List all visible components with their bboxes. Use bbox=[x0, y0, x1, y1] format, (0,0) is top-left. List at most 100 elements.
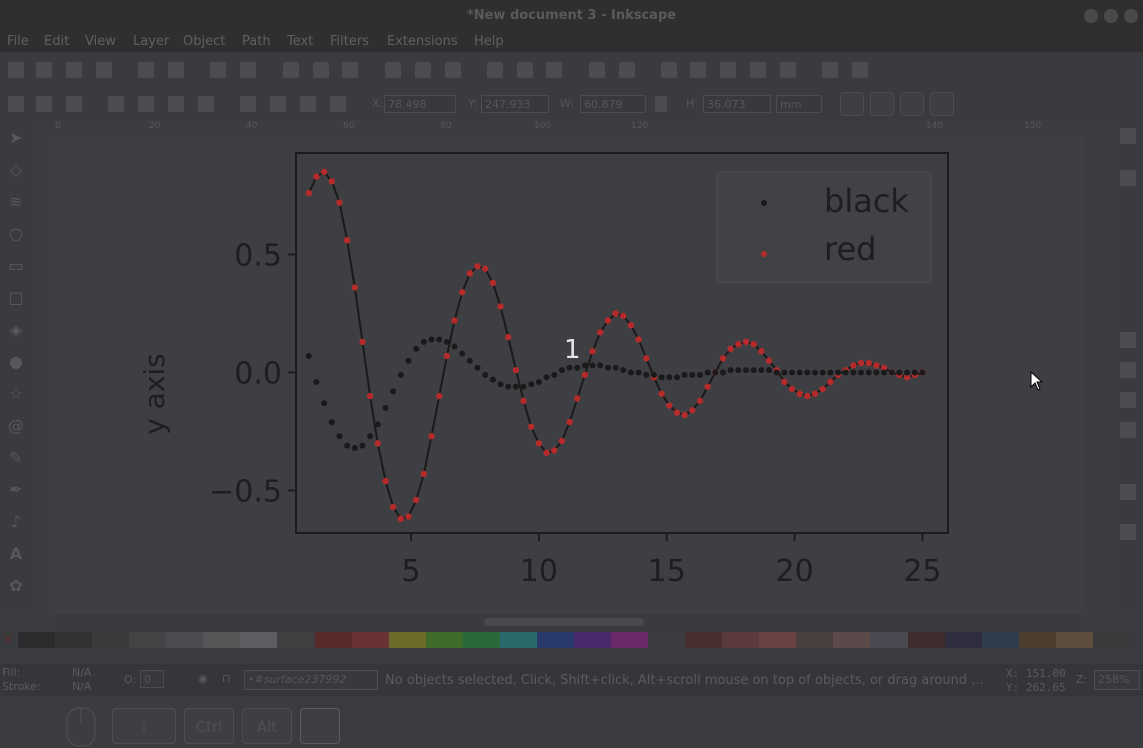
zoom-tool-icon[interactable]: ○ bbox=[9, 224, 23, 243]
palette-swatch[interactable] bbox=[907, 632, 945, 648]
import-icon[interactable] bbox=[138, 62, 154, 78]
palette-swatch[interactable] bbox=[462, 632, 500, 648]
zoom-selection-icon[interactable] bbox=[385, 62, 401, 78]
menu-edit[interactable]: Edit bbox=[44, 34, 70, 49]
tweak-tool-icon[interactable]: ≋ bbox=[9, 192, 23, 211]
palette-swatch[interactable] bbox=[536, 632, 574, 648]
export-icon[interactable] bbox=[168, 62, 184, 78]
flip-vertical-icon[interactable] bbox=[198, 96, 214, 112]
menu-file[interactable]: File bbox=[7, 34, 29, 49]
align-distribute-icon[interactable] bbox=[780, 62, 796, 78]
scale-stroke-button[interactable] bbox=[840, 92, 864, 116]
palette-swatch[interactable] bbox=[129, 632, 167, 648]
pen-tool-icon[interactable]: ✒ bbox=[9, 480, 23, 499]
preferences-icon[interactable] bbox=[822, 62, 838, 78]
palette-swatch[interactable] bbox=[685, 632, 723, 648]
ellipse-tool-icon[interactable]: ● bbox=[9, 352, 23, 371]
redo-icon[interactable] bbox=[240, 62, 256, 78]
spray-tool-icon[interactable]: ✿ bbox=[9, 576, 23, 595]
palette-swatch[interactable] bbox=[1018, 632, 1056, 648]
layer-lock-icon[interactable]: ⊓ bbox=[222, 672, 231, 685]
cut-icon[interactable] bbox=[313, 62, 329, 78]
palette-swatch[interactable] bbox=[240, 632, 278, 648]
horizontal-scrollbar[interactable] bbox=[54, 614, 1084, 630]
fill-stroke-icon[interactable] bbox=[661, 62, 677, 78]
menu-extensions[interactable]: Extensions bbox=[387, 34, 458, 49]
palette-swatch[interactable] bbox=[981, 632, 1019, 648]
palette-swatch[interactable] bbox=[648, 632, 686, 648]
layer-select[interactable]: •#surface237992 bbox=[244, 670, 378, 690]
palette-swatch[interactable] bbox=[203, 632, 241, 648]
unlink-clone-icon[interactable] bbox=[546, 62, 562, 78]
menu-text[interactable]: Text bbox=[287, 34, 314, 49]
palette-swatch[interactable] bbox=[759, 632, 797, 648]
palette-swatch[interactable] bbox=[18, 632, 56, 648]
palette-swatch[interactable] bbox=[425, 632, 463, 648]
raise-icon[interactable] bbox=[270, 96, 286, 112]
snap-toggle-icon[interactable] bbox=[1120, 128, 1136, 144]
palette-swatch[interactable] bbox=[573, 632, 611, 648]
w-field[interactable]: 60.879 bbox=[580, 95, 646, 113]
raise-to-top-icon[interactable] bbox=[240, 96, 256, 112]
horizontal-scroll-thumb[interactable] bbox=[484, 618, 644, 626]
print-icon[interactable] bbox=[96, 62, 112, 78]
snap-cusp-icon[interactable] bbox=[1120, 422, 1136, 438]
zoom-drawing-icon[interactable] bbox=[415, 62, 431, 78]
document-properties-icon[interactable] bbox=[852, 62, 868, 78]
canvas[interactable]: y axis 5 10 15 20 25 0.5 0.0 −0.5 black red 1 … bbox=[54, 136, 1084, 747]
node-tool-icon[interactable]: ◇ bbox=[9, 160, 23, 179]
zoom-page-icon[interactable] bbox=[445, 62, 461, 78]
calligraphy-tool-icon[interactable]: ♪ bbox=[10, 512, 22, 531]
3d-box-tool-icon[interactable]: ◈ bbox=[9, 320, 23, 339]
snap-midpoints-icon[interactable] bbox=[1120, 484, 1136, 500]
select-all-layers-icon[interactable] bbox=[36, 96, 52, 112]
palette-swatch[interactable] bbox=[796, 632, 834, 648]
move-gradients-button[interactable] bbox=[900, 92, 924, 116]
palette-swatch[interactable] bbox=[870, 632, 908, 648]
palette-swatch[interactable] bbox=[611, 632, 649, 648]
save-icon[interactable] bbox=[66, 62, 82, 78]
unit-select[interactable]: mm bbox=[776, 95, 822, 113]
paste-icon[interactable] bbox=[342, 62, 358, 78]
xml-editor-icon[interactable] bbox=[750, 62, 766, 78]
open-file-icon[interactable] bbox=[36, 62, 52, 78]
deselect-icon[interactable] bbox=[66, 96, 82, 112]
new-document-icon[interactable] bbox=[8, 62, 24, 78]
text-tool-icon[interactable]: A bbox=[9, 544, 23, 563]
layer-visibility-icon[interactable]: ◉ bbox=[198, 672, 208, 685]
palette-swatch[interactable] bbox=[1092, 632, 1130, 648]
palette-swatch[interactable] bbox=[166, 632, 204, 648]
vertical-scrollbar[interactable] bbox=[1086, 136, 1100, 614]
layers-icon[interactable] bbox=[720, 62, 736, 78]
h-field[interactable]: 36.073 bbox=[703, 95, 771, 113]
snap-page-icon[interactable] bbox=[1120, 524, 1136, 540]
snap-bbox-icon[interactable] bbox=[1120, 170, 1136, 186]
spiral-tool-icon[interactable]: @ bbox=[8, 416, 24, 435]
palette-swatch[interactable] bbox=[314, 632, 352, 648]
menu-view[interactable]: View bbox=[85, 34, 116, 49]
move-patterns-button[interactable] bbox=[930, 92, 954, 116]
close-button[interactable] bbox=[1124, 9, 1138, 23]
rotate-cw-icon[interactable] bbox=[138, 96, 154, 112]
y-field[interactable]: 247.933 bbox=[481, 95, 549, 113]
menu-filters[interactable]: Filters bbox=[330, 34, 369, 49]
lower-icon[interactable] bbox=[300, 96, 316, 112]
palette-swatch[interactable] bbox=[92, 632, 130, 648]
lower-to-bottom-icon[interactable] bbox=[330, 96, 346, 112]
flip-horizontal-icon[interactable] bbox=[168, 96, 184, 112]
text-font-icon[interactable] bbox=[690, 62, 706, 78]
select-all-icon[interactable] bbox=[8, 96, 24, 112]
palette-swatch[interactable] bbox=[55, 632, 93, 648]
duplicate-icon[interactable] bbox=[487, 62, 503, 78]
menu-layer[interactable]: Layer bbox=[133, 34, 170, 49]
group-icon[interactable] bbox=[589, 62, 605, 78]
menu-path[interactable]: Path bbox=[242, 34, 271, 49]
opacity-field[interactable]: 0 bbox=[140, 670, 164, 688]
undo-icon[interactable] bbox=[210, 62, 226, 78]
ungroup-icon[interactable] bbox=[619, 62, 635, 78]
menu-object[interactable]: Object bbox=[183, 34, 226, 49]
palette-swatch[interactable] bbox=[1055, 632, 1093, 648]
rectangle-tool-icon[interactable]: □ bbox=[8, 288, 24, 307]
pencil-tool-icon[interactable]: ✎ bbox=[9, 448, 23, 467]
snap-intersections-icon[interactable] bbox=[1120, 392, 1136, 408]
